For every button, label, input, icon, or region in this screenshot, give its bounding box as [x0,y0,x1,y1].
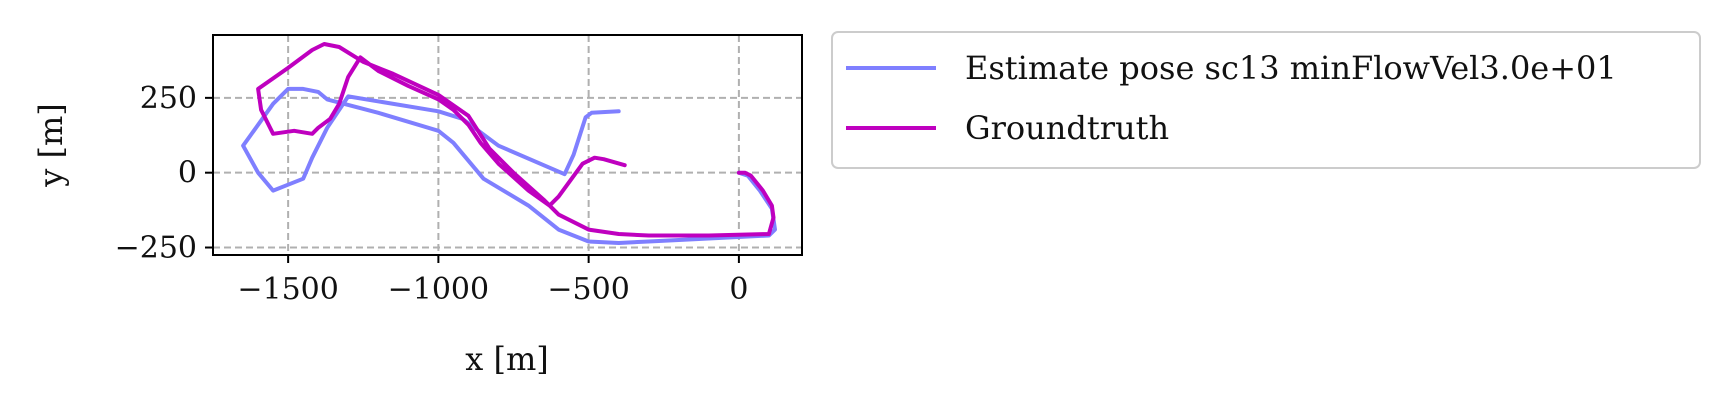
y-tick-label: 0 [178,156,197,191]
legend-label-estimate: Estimate pose sc13 minFlowVel3.0e+01 [965,49,1617,87]
estimate-pose-line [241,86,777,245]
grid-layer [213,35,802,255]
legend: Estimate pose sc13 minFlowVel3.0e+01 Gro… [831,31,1701,169]
x-tick-label: −1000 [388,272,489,307]
y-tick-label: −250 [115,231,197,266]
x-tick-label: −500 [547,272,629,307]
x-tick-label: −1500 [237,272,338,307]
x-axis-label: x [m] [465,340,549,378]
legend-label-groundtruth: Groundtruth [965,109,1169,147]
legend-frame [831,31,1701,169]
tick-layer: −1500 −1000 −500 0 −250 0 250 [115,81,749,307]
x-tick-label: 0 [729,272,748,307]
groundtruth-line [256,42,776,238]
series-layer [241,42,777,245]
y-axis-label: y [m] [32,103,70,188]
y-tick-label: 250 [140,81,197,116]
plot-frame [212,34,803,256]
